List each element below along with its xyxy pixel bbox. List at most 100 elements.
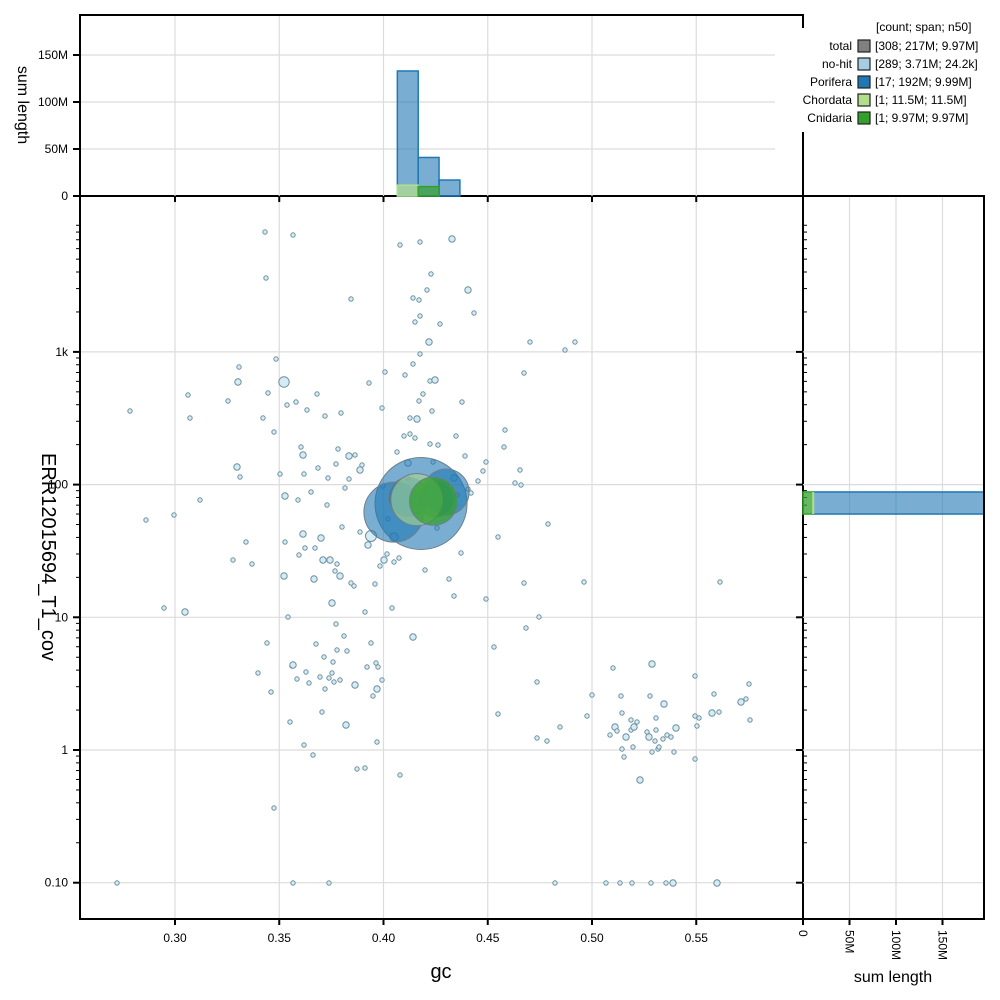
x-tick-label: 0.35 (268, 931, 292, 945)
no-hit-point (185, 392, 191, 398)
no-hit-point (425, 338, 433, 346)
no-hit-point (280, 572, 288, 580)
no-hit-point (429, 408, 435, 414)
no-hit-point (660, 700, 668, 708)
legend-label-no-hit: no-hit (822, 57, 853, 71)
no-hit-point (334, 647, 340, 653)
top-y-tick-label: 150M (38, 48, 68, 62)
no-hit-point (374, 739, 380, 745)
no-hit-point (373, 685, 381, 693)
no-hit-point (451, 593, 457, 599)
top-histogram-frame (79, 14, 804, 196)
right-x-tick-label: 150M (936, 930, 950, 960)
legend-swatch-total (857, 39, 871, 53)
no-hit-point (351, 583, 357, 589)
no-hit-point (607, 732, 613, 738)
no-hit-point (294, 676, 300, 682)
no-hit-point (314, 391, 320, 397)
no-hit-point (304, 407, 310, 413)
no-hit-point (409, 633, 417, 641)
no-hit-point (197, 497, 203, 503)
no-hit-point (317, 674, 323, 680)
no-hit-point (287, 719, 293, 725)
no-hit-point (233, 463, 241, 471)
no-hit-point (669, 879, 677, 887)
main-panel: 0.30 0.35 0.40 0.45 0.50 0.55 0.10 1 10 100 1k 0 g… (37, 189, 807, 983)
no-hit-point (384, 551, 390, 557)
no-hit-point (713, 879, 721, 887)
no-hit-point (308, 489, 314, 495)
legend-swatch-Chordata (857, 93, 871, 107)
top-y-tick-label: 50M (45, 142, 68, 156)
no-hit-point (536, 614, 542, 620)
no-hit-point (584, 713, 590, 719)
no-hit-point (410, 295, 416, 301)
no-hit-point (302, 545, 308, 551)
no-hit-point (464, 286, 472, 294)
no-hit-point (397, 772, 403, 778)
no-hit-point (446, 576, 452, 582)
no-hit-point (648, 660, 656, 668)
no-hit-point (614, 728, 620, 734)
legend-label-Chordata: Chordata (803, 93, 853, 107)
no-hit-point (413, 415, 421, 423)
no-hit-point (416, 297, 422, 303)
legend-label-total: total (829, 39, 852, 53)
x-tick-label: 0.55 (685, 931, 709, 945)
taxon-points (363, 457, 470, 551)
no-hit-point (448, 235, 456, 243)
no-hit-point (354, 766, 360, 772)
no-hit-point (356, 466, 364, 474)
no-hit-point (331, 679, 337, 685)
no-hit-point (634, 719, 640, 725)
no-hit-point (325, 475, 331, 481)
no-hit-point (534, 735, 540, 741)
no-hit-point (557, 724, 563, 730)
no-hit-point (417, 313, 423, 319)
no-hit-point (589, 692, 595, 698)
no-hit-point (324, 502, 330, 508)
no-hit-point (262, 229, 268, 235)
no-hit-point (737, 698, 745, 706)
no-hit-point (322, 686, 328, 692)
no-hit-point (263, 275, 269, 281)
no-hit-point (656, 744, 662, 750)
no-hit-point (319, 556, 327, 564)
no-hit-point (422, 567, 428, 573)
no-hit-point (249, 561, 255, 567)
top-histogram-bars (396, 70, 461, 197)
no-hit-point (319, 709, 325, 715)
no-hit-point (471, 310, 477, 316)
no-hit-point (653, 715, 659, 721)
no-hit-point (333, 461, 339, 467)
no-hit-point (295, 497, 301, 503)
no-hit-point (647, 693, 653, 699)
no-hit-point (332, 568, 338, 574)
no-hit-point (420, 391, 426, 397)
no-hit-point (663, 880, 669, 886)
no-hit-point (278, 376, 290, 388)
no-hit-point (746, 681, 752, 687)
no-hit-point (298, 444, 304, 450)
no-hit-point (417, 351, 423, 357)
no-hit-point (562, 347, 568, 353)
no-hit-point (284, 402, 290, 408)
no-hit-point (717, 579, 723, 585)
no-hit-point (428, 271, 434, 277)
no-hit-point (629, 880, 635, 886)
no-hit-point (716, 709, 722, 715)
no-hit-point (187, 415, 193, 421)
no-hit-point (427, 441, 433, 447)
y-top-label: 0 (61, 189, 68, 203)
no-hit-point (348, 296, 354, 302)
right-histogram-frame (803, 195, 985, 920)
no-hit-point (260, 415, 266, 421)
no-hit-point (668, 734, 674, 740)
no-hit-point (544, 738, 550, 744)
no-hit-point (694, 723, 700, 729)
no-hit-point (417, 239, 423, 245)
no-hit-point (264, 640, 270, 646)
no-hit-point (458, 550, 464, 556)
no-hit-point (610, 665, 616, 671)
